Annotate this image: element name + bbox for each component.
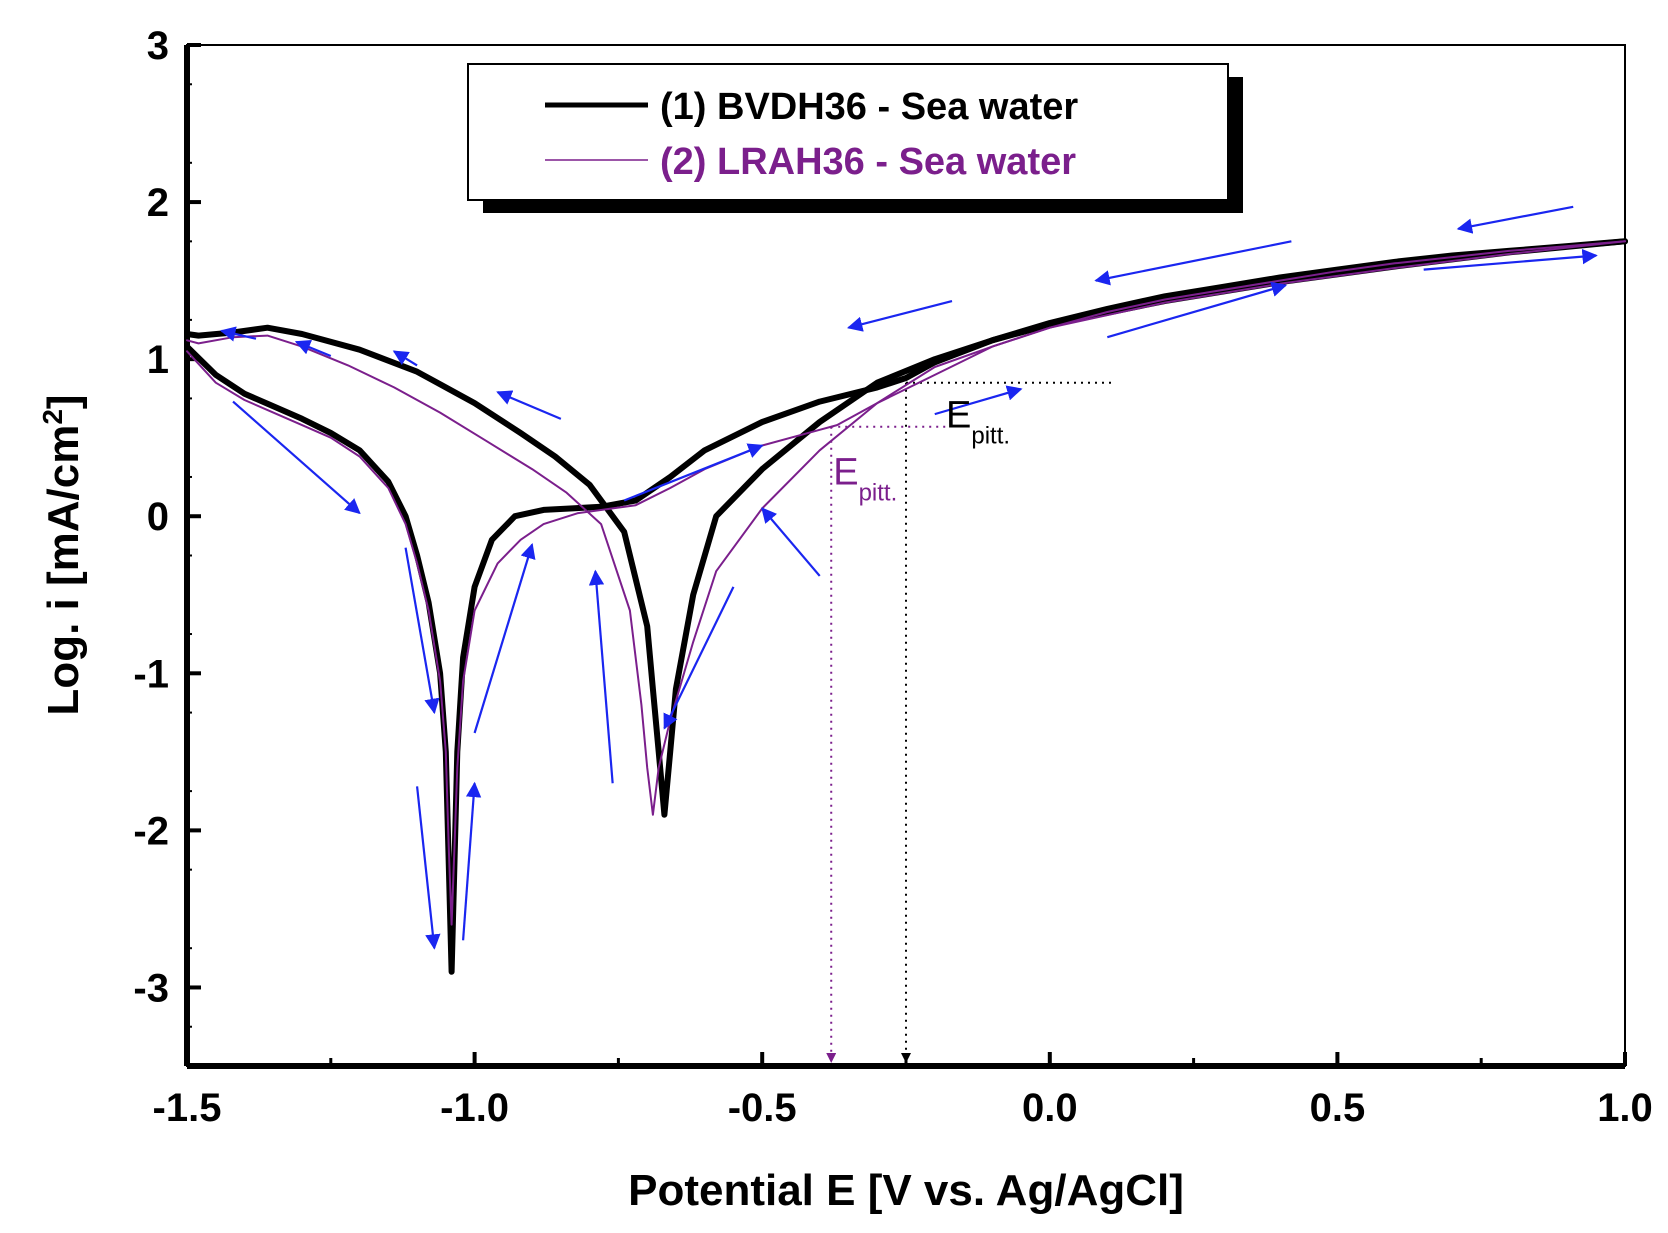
y-axis-title-main: Log. i [mA/cm [39,425,88,716]
annotations: Epitt.Epitt. [833,395,1010,507]
y-tick-label: -2 [133,809,169,853]
y-tick-label: -1 [133,652,169,696]
axis-ticks: -1.5 -1.0 -0.5 0.0 0.5 1.0 3 2 1 0 -1 -2 -3 [133,24,1652,1130]
x-tick-label: -1.5 [153,1086,222,1130]
epitt-label: Epitt. [946,395,1010,450]
scan-direction-arrow [392,350,418,367]
scan-direction-arrow [663,586,735,730]
scan-direction-arrow [1423,248,1598,271]
y-axis-title: Log. i [mA/cm2] [37,394,88,715]
epitt-guides [826,381,1114,1063]
scan-direction-arrow [294,340,332,358]
scan-direction-arrow [232,400,361,515]
epitt-label-sub: pitt. [859,480,898,507]
series-1-forward-line [184,238,1628,975]
x-tick-label: 1.0 [1597,1086,1653,1130]
scan-direction-arrow [496,390,562,420]
scan-direction-arrow [623,443,764,502]
scan-direction-arrow [473,543,536,734]
x-tick-label: -1.0 [440,1086,509,1130]
scan-direction-arrow [934,385,1023,416]
x-tick-label: -0.5 [728,1086,797,1130]
series-group [184,238,1628,975]
y-tick-label: 3 [147,24,169,68]
scan-direction-arrow [415,786,441,950]
scan-direction-arrow [846,299,953,332]
epitt-label-main: E [946,395,971,437]
scan-direction-arrow [220,326,257,342]
epitt-label-main: E [833,452,858,494]
scan-direction-arrow [761,507,821,577]
legend: (1) BVDH36 - Sea water (2) LRAH36 - Sea … [467,63,1243,213]
legend-label-1: (1) BVDH36 - Sea water [660,86,1078,128]
y-tick-label: 1 [147,338,169,382]
y-tick-label: 2 [147,181,169,225]
series-1-reverse-line [184,238,1628,818]
x-axis-title: Potential E [V vs. Ag/AgCl] [628,1166,1184,1215]
y-axis-title-end: ] [39,394,88,409]
legend-label-2: (2) LRAH36 - Sea water [660,141,1076,183]
x-tick-label: 0.5 [1310,1086,1366,1130]
scan-direction-arrow [1094,240,1292,286]
y-tick-label: -3 [133,966,169,1010]
epitt-label: Epitt. [833,452,897,507]
legend-box [467,63,1229,201]
series-2-reverse-line [186,240,1626,816]
scan-direction-arrow [1107,281,1288,339]
scan-direction-arrow [461,781,482,941]
scan-direction-arrow [588,569,614,784]
epitt-label-sub: pitt. [971,423,1010,450]
scan-direction-arrow [1456,205,1574,234]
direction-arrows [220,205,1598,950]
x-tick-label: 0.0 [1022,1086,1078,1130]
y-axis-title-sup: 2 [37,409,68,425]
y-tick-label: 0 [147,495,169,539]
series-2-forward-line [186,240,1626,926]
scan-direction-arrow [404,547,440,715]
